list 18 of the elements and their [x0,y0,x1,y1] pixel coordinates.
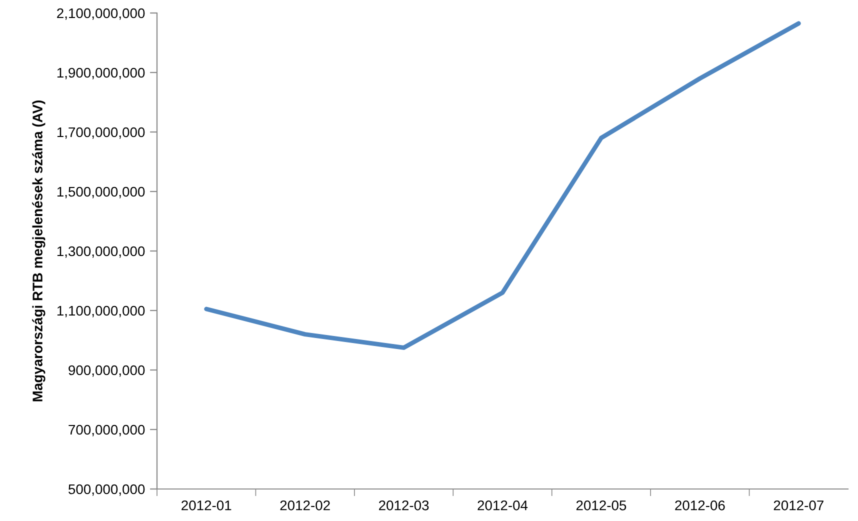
x-tick-label: 2012-07 [774,500,824,510]
y-tick-label: 1,500,000,000 [57,186,145,198]
y-tick-label: 1,100,000,000 [57,306,145,318]
y-tick-label: 1,900,000,000 [57,68,145,80]
x-tick-label: 2012-03 [379,500,429,510]
y-axis-title: Magyarországi RTB megjelenések száma (AV) [32,100,46,402]
y-tick-label: 700,000,000 [68,424,145,436]
y-tick-label: 1,300,000,000 [57,246,145,258]
line-series [204,21,801,350]
y-tick-label: 900,000,000 [68,365,145,377]
y-tick-label: 2,100,000,000 [57,8,145,20]
x-tick-label: 2012-05 [576,500,626,510]
x-tick-label: 2012-06 [675,500,725,510]
y-tick-label: 500,000,000 [68,484,145,496]
y-tick-label: 1,700,000,000 [57,127,145,139]
x-tick-label: 2012-04 [478,500,528,510]
x-tick-label: 2012-02 [280,500,330,510]
x-tick-label: 2012-01 [182,500,232,510]
